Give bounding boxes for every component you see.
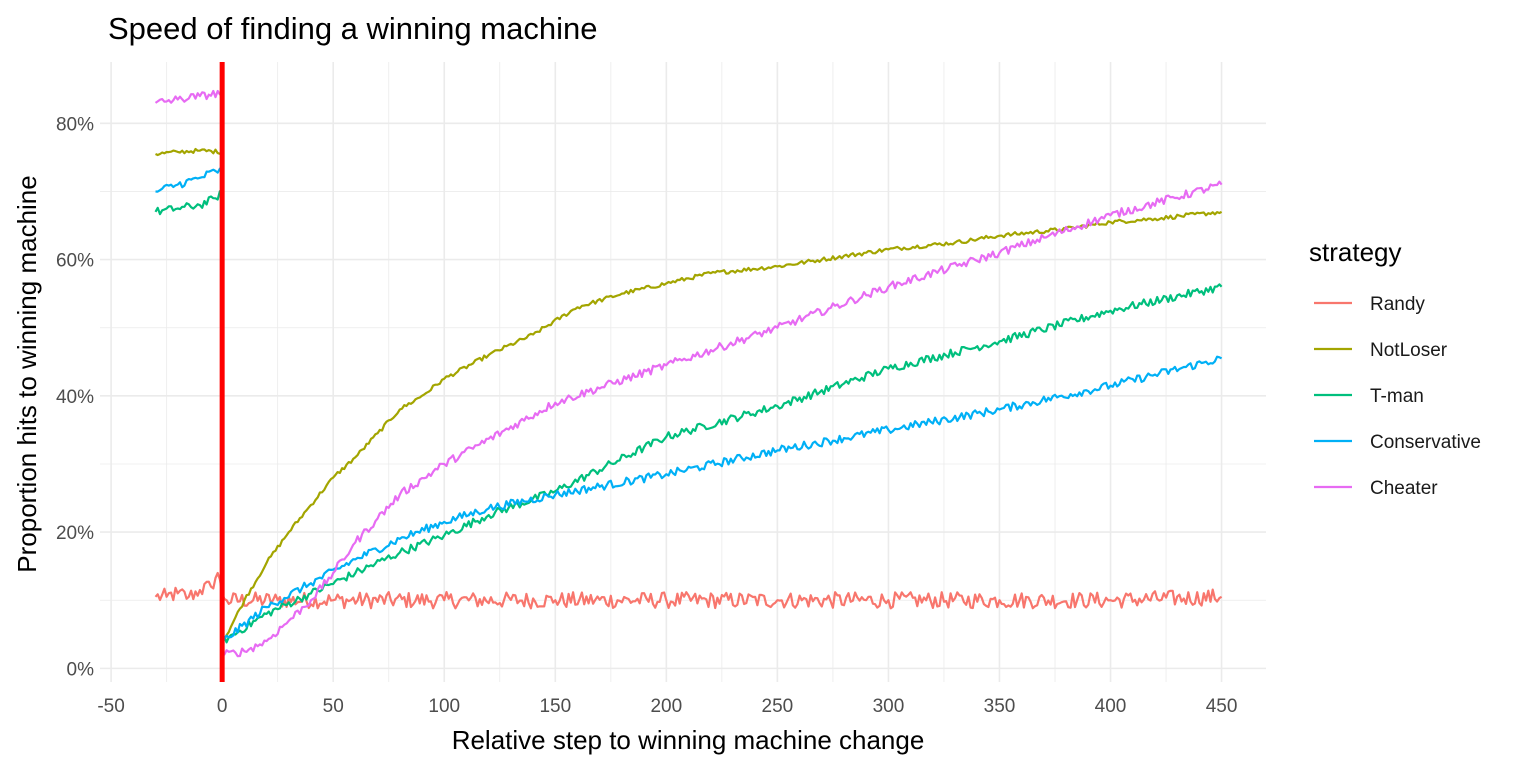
series-line-cheater [154, 89, 1223, 658]
chart-title: Speed of finding a winning machine [108, 11, 597, 46]
legend-label-notloser: NotLoser [1370, 340, 1448, 361]
series-line-t-man [154, 190, 1223, 644]
x-tick-label: 250 [762, 696, 794, 717]
x-tick-label: 150 [539, 696, 571, 717]
legend: Randy NotLoser T-man Conservative Cheater [1314, 294, 1481, 499]
x-tick-label: 350 [984, 696, 1016, 717]
x-tick-label: 200 [650, 696, 682, 717]
x-tick-label: -50 [97, 696, 124, 717]
legend-title: strategy [1309, 237, 1402, 267]
x-tick-label: 400 [1095, 696, 1127, 717]
x-axis-title: Relative step to winning machine change [452, 725, 925, 755]
y-tick-label: 80% [56, 114, 94, 135]
x-tick-label: 450 [1206, 696, 1238, 717]
y-tick-label: 20% [56, 523, 94, 544]
x-tick-label: 300 [873, 696, 905, 717]
x-axis-ticks: -50 0 50 100 150 200 250 300 350 400 450 [97, 696, 1237, 717]
x-tick-label: 100 [428, 696, 460, 717]
y-tick-label: 60% [56, 251, 94, 272]
y-axis-title: Proportion hits to winning machine [12, 175, 42, 572]
series-line-conservative [155, 167, 1223, 643]
x-tick-label: 50 [323, 696, 344, 717]
legend-label-randy: Randy [1370, 294, 1425, 315]
legend-label-t-man: T-man [1370, 386, 1424, 407]
x-tick-label: 0 [217, 696, 228, 717]
y-tick-label: 0% [67, 659, 95, 680]
series-lines [154, 89, 1223, 658]
legend-label-conservative: Conservative [1370, 432, 1481, 453]
legend-label-cheater: Cheater [1370, 478, 1438, 499]
grid [100, 62, 1266, 682]
series-line-randy [154, 571, 1223, 610]
y-axis-ticks: 0% 20% 40% 60% 80% [56, 114, 94, 680]
series-line-notloser [155, 147, 1223, 643]
y-tick-label: 40% [56, 387, 94, 408]
